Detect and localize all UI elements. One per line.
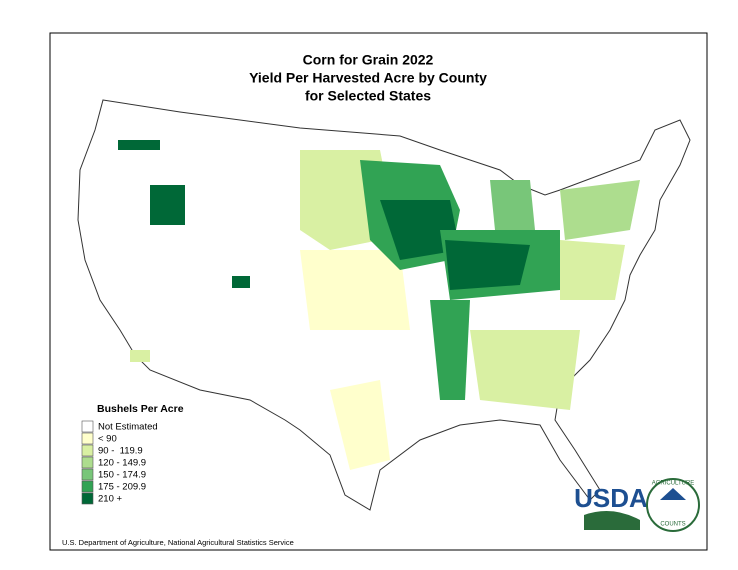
usda-logo: USDA	[574, 483, 648, 513]
legend-label: 90 - 119.9	[98, 446, 143, 457]
legend-label: 150 - 174.9	[98, 470, 146, 481]
source-note: U.S. Department of Agriculture, National…	[62, 538, 294, 547]
legend-swatch	[81, 492, 94, 505]
county-shading	[118, 140, 640, 470]
legend-label: 120 - 149.9	[98, 458, 146, 469]
ring-icon	[660, 488, 686, 500]
legend-swatch	[81, 444, 94, 457]
legend-swatch	[81, 456, 94, 469]
title-line: Yield Per Harvested Acre by County	[249, 70, 487, 86]
legend-swatch	[81, 480, 94, 493]
legend-swatch	[81, 420, 94, 433]
legend-label: Not Estimated	[98, 422, 158, 433]
usda-swoosh	[584, 511, 640, 530]
legend-label: < 90	[98, 434, 117, 445]
ring-text: COUNTS	[660, 522, 685, 528]
ring-logo	[646, 478, 700, 532]
legend-swatch	[81, 468, 94, 481]
legend-label: 175 - 209.9	[98, 482, 146, 493]
ring-text: AGRICULTURE	[652, 481, 695, 487]
title-line: for Selected States	[305, 88, 431, 104]
legend-swatch	[81, 432, 94, 445]
legend-title: Bushels Per Acre	[97, 403, 184, 415]
legend-label: 210 +	[98, 494, 122, 505]
title-line: Corn for Grain 2022	[303, 52, 434, 68]
